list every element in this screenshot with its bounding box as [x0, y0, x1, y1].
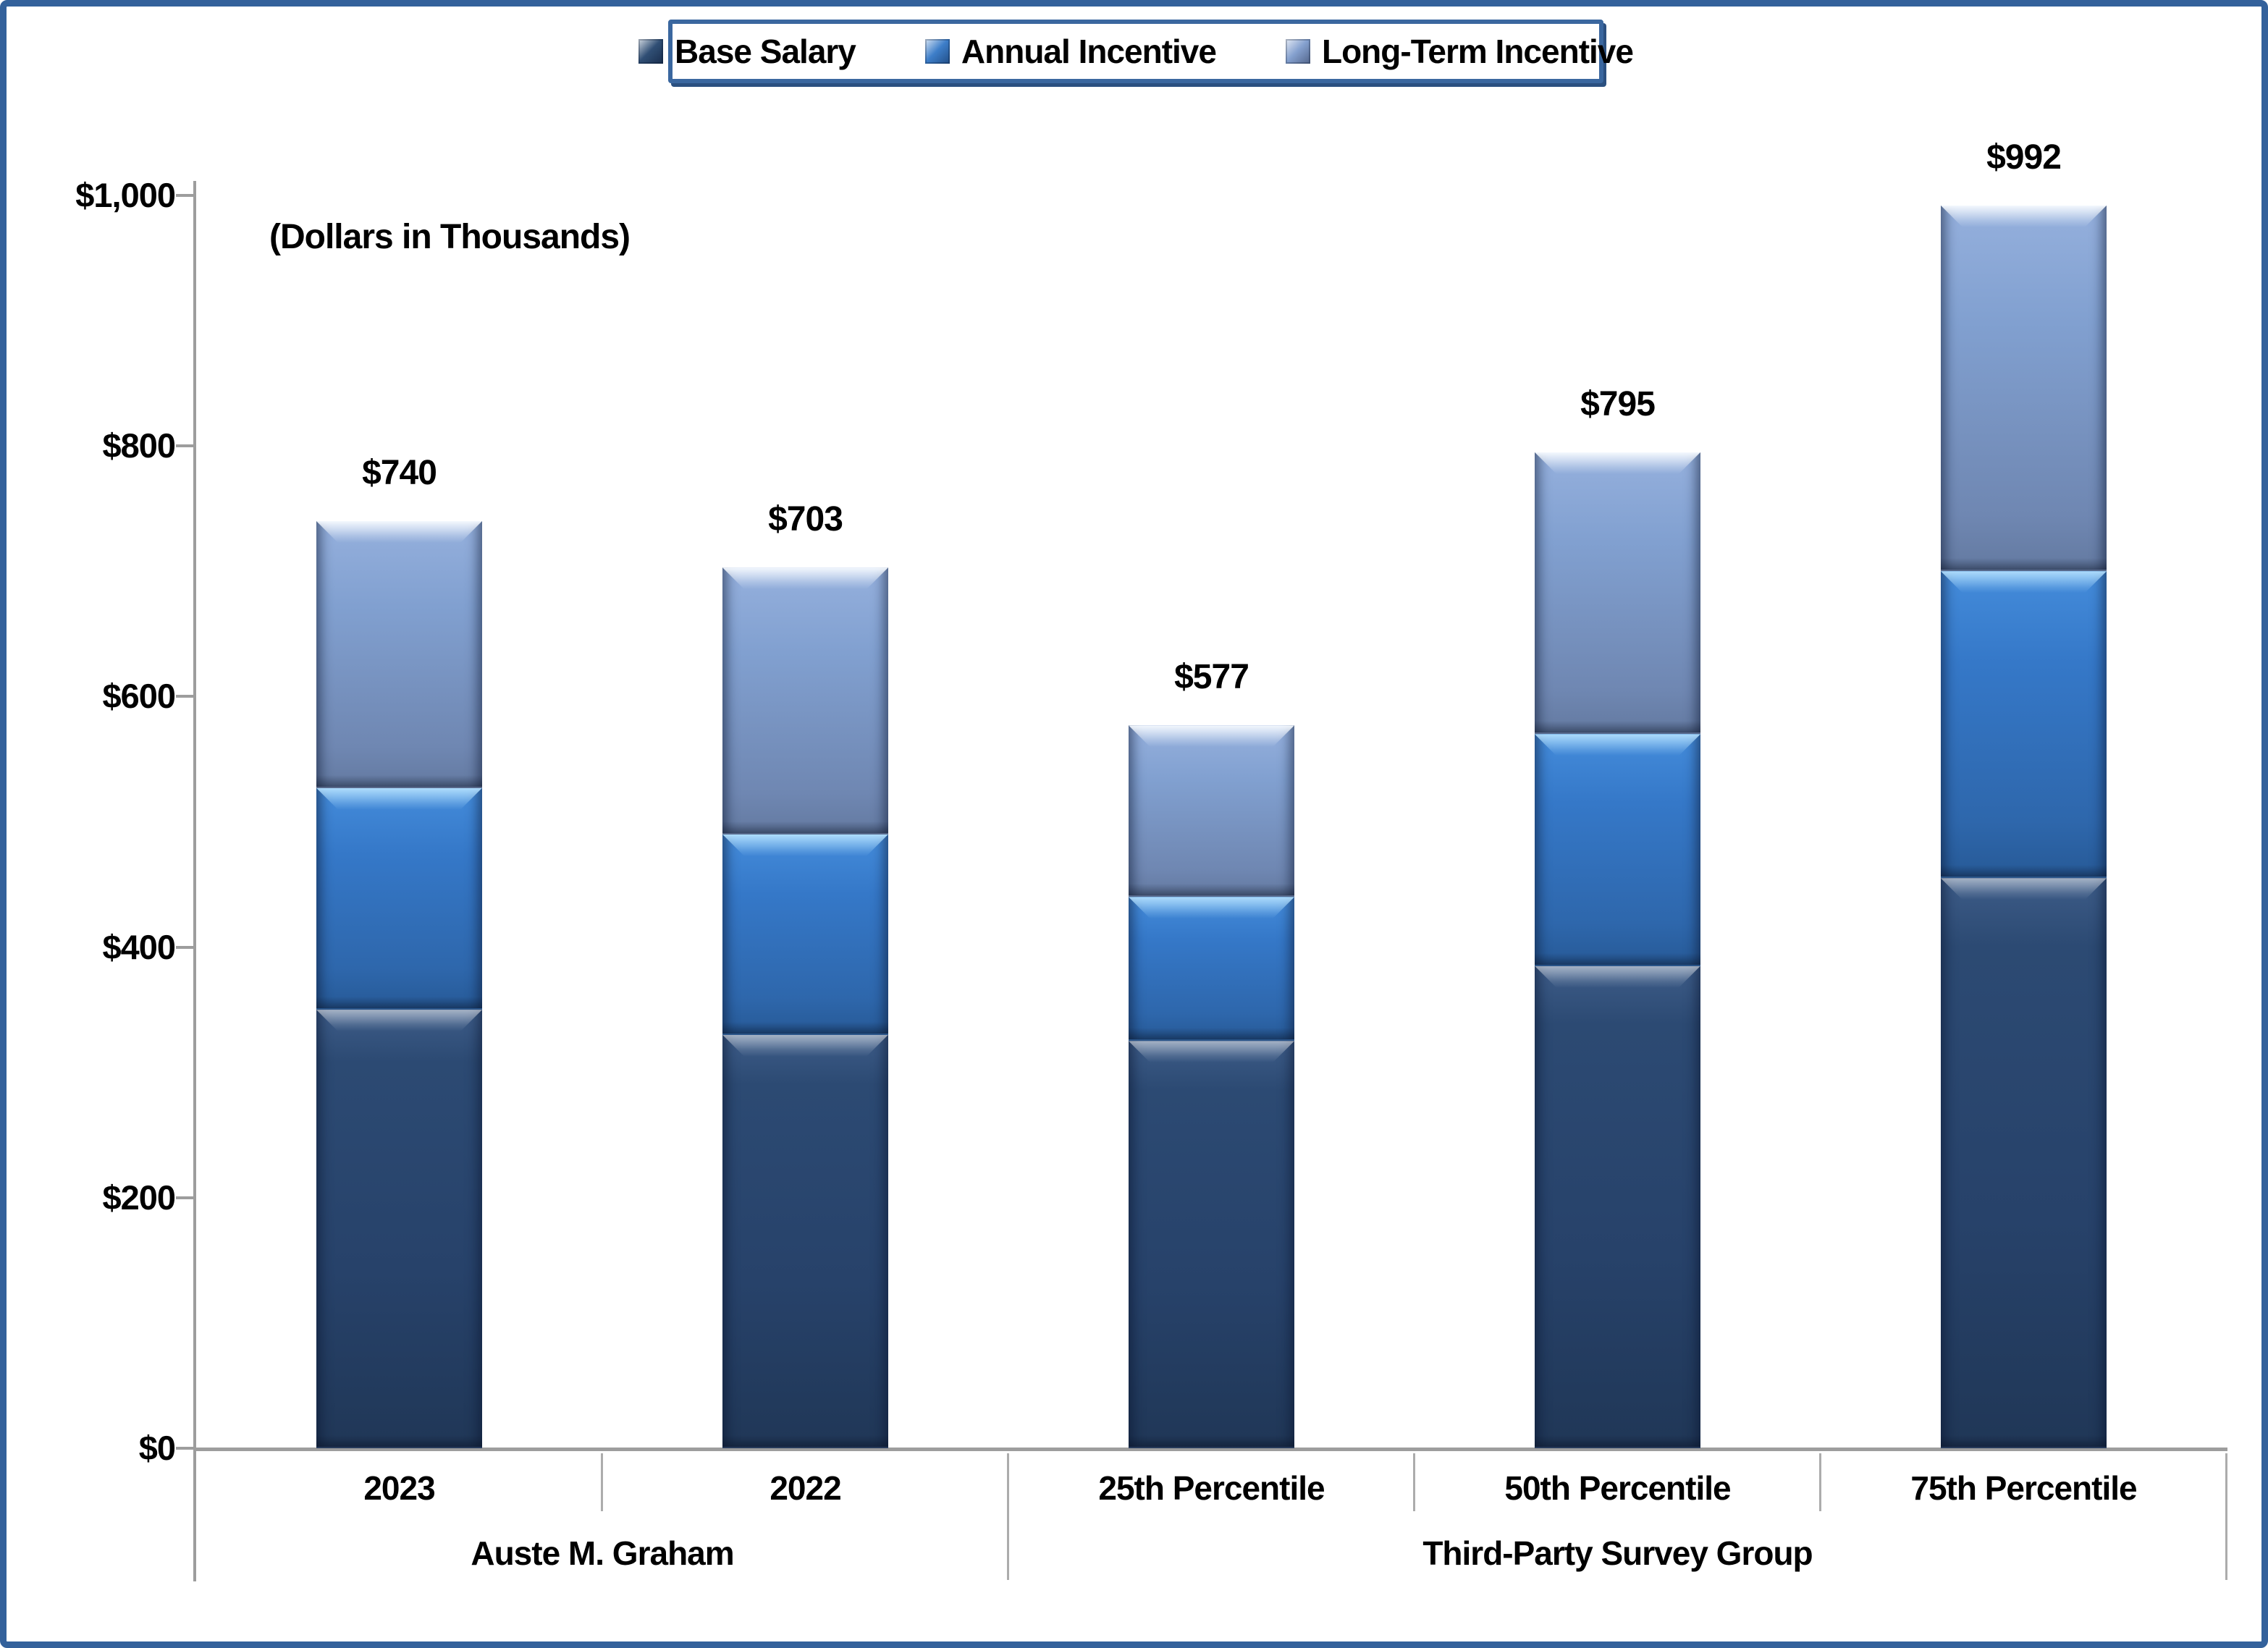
- bar-total-label: $740: [362, 454, 437, 493]
- bar-total-label: $703: [768, 500, 843, 539]
- legend-item-2: Long-Term Incentive: [1285, 32, 1634, 71]
- bar-total-label: $577: [1174, 658, 1249, 697]
- bar-segment-long-term-incentive: [316, 521, 482, 788]
- legend-label: Annual Incentive: [961, 33, 1217, 70]
- category-label: 50th Percentile: [1504, 1469, 1731, 1507]
- legend-label: Base Salary: [675, 33, 856, 70]
- y-axis-tick: [176, 695, 195, 698]
- x-axis-line: [193, 1448, 2227, 1451]
- y-axis-label: $200: [102, 1178, 176, 1217]
- bar-segment-base-salary: [722, 1034, 888, 1448]
- bar-total-label: $992: [1986, 138, 2062, 177]
- category-divider-line: [1413, 1453, 1415, 1511]
- bar-segment-annual-incentive: [1535, 734, 1700, 966]
- chart-legend: Base Salary Annual Incentive Long-Term Inc…: [638, 20, 1634, 83]
- bar-segment-base-salary: [1129, 1041, 1294, 1448]
- bar-segment-base-salary: [1941, 878, 2107, 1448]
- category-label: 25th Percentile: [1098, 1469, 1325, 1507]
- bar-segment-annual-incentive: [722, 834, 888, 1035]
- y-axis-label: $1,000: [75, 176, 176, 214]
- legend-marker-icon: [638, 39, 664, 64]
- y-axis-tick: [176, 444, 195, 448]
- y-axis-tick: [176, 1196, 195, 1199]
- category-group-label: Auste M. Graham: [471, 1534, 734, 1572]
- legend-label: Long-Term Incentive: [1321, 33, 1634, 70]
- category-group-label: Third-Party Survey Group: [1422, 1534, 1813, 1572]
- y-axis-tick: [176, 945, 195, 949]
- category-label: 2023: [363, 1469, 435, 1507]
- category-divider-line: [601, 1453, 603, 1511]
- category-divider-line: [1819, 1453, 1821, 1511]
- bar-segment-long-term-incentive: [1129, 725, 1294, 897]
- bar-segment-base-salary: [316, 1010, 482, 1448]
- bar-segment-annual-incentive: [316, 787, 482, 1010]
- bar-segment-annual-incentive: [1129, 897, 1294, 1041]
- y-axis-label: $600: [102, 677, 176, 716]
- group-divider-line: [2225, 1453, 2227, 1580]
- y-axis-tick: [176, 1447, 195, 1450]
- y-axis-line: [193, 181, 196, 1581]
- legend-marker-icon: [1285, 39, 1310, 64]
- legend-marker-icon: [924, 39, 950, 64]
- bar-total-label: $795: [1580, 384, 1656, 423]
- y-axis-label: $400: [102, 927, 176, 966]
- legend-item-0: Base Salary: [638, 32, 856, 71]
- category-label: 2022: [770, 1469, 841, 1507]
- y-axis-label: $800: [102, 426, 176, 465]
- bar-segment-long-term-incentive: [722, 567, 888, 834]
- legend-item-1: Annual Incentive: [924, 32, 1217, 71]
- group-divider-line: [1007, 1453, 1009, 1580]
- bar-segment-long-term-incentive: [1941, 205, 2107, 572]
- bar-segment-long-term-incentive: [1535, 452, 1700, 735]
- category-label: 75th Percentile: [1910, 1469, 2137, 1507]
- y-axis-label: $0: [138, 1429, 176, 1467]
- bar-segment-base-salary: [1535, 965, 1700, 1448]
- y-axis-tick: [176, 194, 195, 197]
- chart-units-note: (Dollars in Thousands): [269, 218, 631, 256]
- bar-segment-annual-incentive: [1941, 571, 2107, 879]
